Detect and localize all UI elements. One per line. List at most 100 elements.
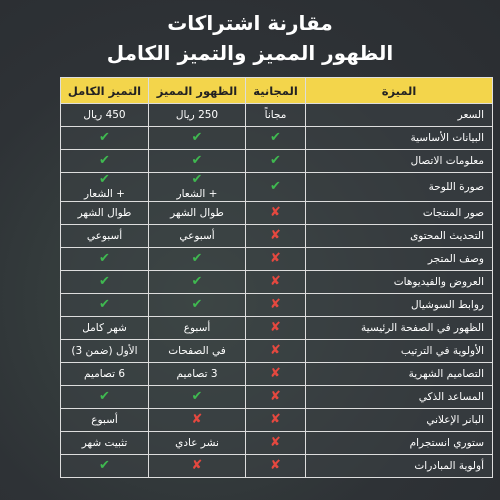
- cell-text: ✔: [99, 458, 110, 473]
- table-cell: 450 ريال: [61, 104, 149, 127]
- table-cell: ✔: [149, 150, 246, 173]
- cell-text: ✔: [191, 172, 203, 187]
- cell-text: ✔: [191, 153, 203, 168]
- cell-text: ✔: [99, 274, 110, 289]
- cell-text: مجاناً: [264, 109, 287, 121]
- table-cell: ✔: [246, 173, 306, 202]
- cell-text: البانر الإعلاني: [426, 414, 484, 426]
- table-cell: صورة اللوحة: [306, 173, 493, 202]
- cell-text: صور المنتجات: [422, 207, 484, 219]
- table-cell: أسبوعي: [61, 225, 149, 248]
- table-cell: ✔: [149, 127, 246, 150]
- cell-text: ✔: [99, 251, 110, 266]
- cell-text: ✘: [270, 412, 281, 427]
- cell-text: أولوية المبادرات: [414, 460, 484, 472]
- table-cell: الظهور في الصفحة الرئيسية: [306, 317, 493, 340]
- cell-text: الأولوية في الترتيب: [400, 345, 484, 357]
- header-cell: المجانية: [246, 78, 306, 104]
- cell-text: ✔: [270, 179, 281, 194]
- table-cell: ✔: [61, 294, 149, 317]
- table-cell: ✔: [246, 150, 306, 173]
- cell-text: الأول (ضمن 3): [71, 345, 138, 357]
- cell-text: 6 تصاميم: [83, 368, 126, 380]
- table-cell: ✔: [61, 127, 149, 150]
- table-cell: المساعد الذكي: [306, 386, 493, 409]
- table-cell: 6 تصاميم: [61, 363, 149, 386]
- table-cell: العروض والفيديوهات: [306, 271, 493, 294]
- table-cell: معلومات الاتصال: [306, 150, 493, 173]
- table-cell: أسبوعي: [149, 225, 246, 248]
- table-cell: ✘: [246, 386, 306, 409]
- cell-text: + الشعار: [176, 188, 218, 200]
- cell-text: أسبوعي: [86, 230, 123, 242]
- cell-text: ✔: [99, 130, 110, 145]
- table-cell: السعر: [306, 104, 493, 127]
- header-cell: الميزة: [306, 78, 493, 104]
- table-cell: ✔: [61, 150, 149, 173]
- cell-text: 450 ريال: [83, 109, 126, 121]
- table-cell: ✘: [246, 455, 306, 478]
- cell-text: 250 ريال: [175, 109, 219, 121]
- cell-text: التحديث المحتوى: [410, 230, 484, 242]
- cell-text: ✔: [191, 297, 203, 312]
- table-cell: تثبيت شهر: [61, 432, 149, 455]
- table-cell: ✘: [246, 294, 306, 317]
- cell-text: وصف المتجر: [427, 253, 484, 265]
- cell-text: الظهور في الصفحة الرئيسية: [361, 322, 484, 334]
- cell-text: الميزة: [381, 83, 417, 98]
- cell-text: ✔: [191, 251, 203, 266]
- title-line: الظهور المميز والتميز الكامل: [106, 41, 394, 65]
- table-cell: ✘: [246, 363, 306, 386]
- table-cell: 250 ريال: [149, 104, 246, 127]
- table-cell: صور المنتجات: [306, 202, 493, 225]
- cell-text: ✔: [270, 130, 281, 145]
- cell-text: السعر: [457, 109, 484, 121]
- table-cell: التحديث المحتوى: [306, 225, 493, 248]
- table-cell: ✘: [246, 432, 306, 455]
- cell-text: صورة اللوحة: [428, 181, 484, 193]
- cell-text: أسبوع: [91, 414, 118, 426]
- cell-text: شهر كامل: [82, 322, 127, 334]
- table-cell: ✘: [149, 409, 246, 432]
- cell-text: طوال الشهر: [170, 207, 224, 219]
- cell-text: ✘: [270, 297, 281, 312]
- table-cell: ✘: [246, 409, 306, 432]
- table-cell: ✔: [246, 127, 306, 150]
- table-cell: مجاناً: [246, 104, 306, 127]
- cell-text: التصاميم الشهرية: [408, 368, 484, 380]
- table-cell: ✔: [61, 271, 149, 294]
- cell-text: ✘: [270, 228, 281, 243]
- table-cell: التصاميم الشهرية: [306, 363, 493, 386]
- table-cell: أسبوع: [149, 317, 246, 340]
- table-cell: ✔: [149, 386, 246, 409]
- table-cell: ✔: [149, 248, 246, 271]
- cell-text: ✘: [270, 389, 281, 404]
- table-cell: ✘: [149, 455, 246, 478]
- cell-text: معلومات الاتصال: [410, 155, 484, 167]
- cell-text: ✔: [99, 297, 110, 312]
- cell-text: ✘: [191, 458, 203, 473]
- cell-text: تثبيت شهر: [81, 437, 128, 449]
- table-cell: الأولوية في الترتيب: [306, 340, 493, 363]
- table-cell: ✘: [246, 340, 306, 363]
- table-cell: البيانات الأساسية: [306, 127, 493, 150]
- cell-text: ✔: [191, 389, 203, 404]
- table-cell: ✘: [246, 225, 306, 248]
- cell-text: ✘: [270, 435, 281, 450]
- cell-text: روابط السوشيال: [411, 299, 484, 311]
- cell-text: ✔: [99, 172, 110, 187]
- table-cell: 3 تصاميم: [149, 363, 246, 386]
- cell-text: ✔: [99, 153, 110, 168]
- table-cell: ✔: [61, 248, 149, 271]
- comparison-table: الميزة المجانية الظهور المميز التميز الكامل…: [60, 77, 493, 478]
- table-cell: ✘: [246, 202, 306, 225]
- table-cell: ✔: [61, 386, 149, 409]
- table-cell: شهر كامل: [61, 317, 149, 340]
- header-cell: الظهور المميز: [149, 78, 246, 104]
- cell-text: 3 تصاميم: [176, 368, 218, 380]
- cell-text: ✘: [270, 320, 281, 335]
- cell-text: ✔: [99, 389, 110, 404]
- table-cell: طوال الشهر: [61, 202, 149, 225]
- cell-text: ✘: [191, 412, 203, 427]
